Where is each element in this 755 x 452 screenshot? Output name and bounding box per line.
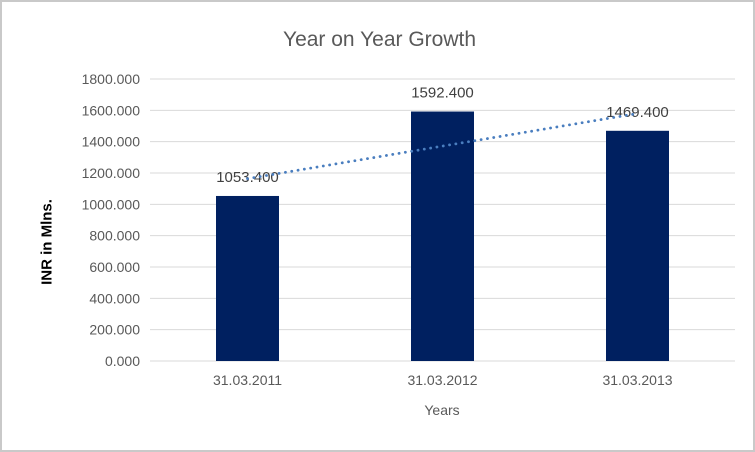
- y-tick-label: 400.000: [89, 290, 140, 306]
- bar: [216, 195, 279, 361]
- bar: [411, 111, 474, 361]
- x-tick-label: 31.03.2013: [602, 372, 672, 388]
- y-tick-label: 800.000: [89, 228, 140, 244]
- x-tick-label: 31.03.2012: [407, 372, 477, 388]
- y-tick-label: 1800.000: [82, 71, 141, 87]
- data-label: 1592.400: [411, 85, 474, 102]
- x-tick-label: 31.03.2011: [213, 372, 282, 388]
- y-tick-label: 200.000: [89, 322, 140, 338]
- y-tick-label: 0.000: [105, 353, 140, 369]
- data-label: 1469.400: [606, 104, 669, 121]
- bar: [606, 130, 669, 361]
- chart-title: Year on Year Growth: [282, 28, 477, 51]
- x-axis-title: Years: [424, 402, 460, 418]
- y-tick-label: 1200.000: [82, 165, 141, 181]
- y-tick-label: 1600.000: [82, 102, 141, 118]
- y-tick-label: 1000.000: [82, 196, 141, 212]
- y-tick-label: 1400.000: [82, 134, 141, 150]
- trendline: [246, 112, 639, 181]
- y-tick-label: 600.000: [89, 259, 140, 275]
